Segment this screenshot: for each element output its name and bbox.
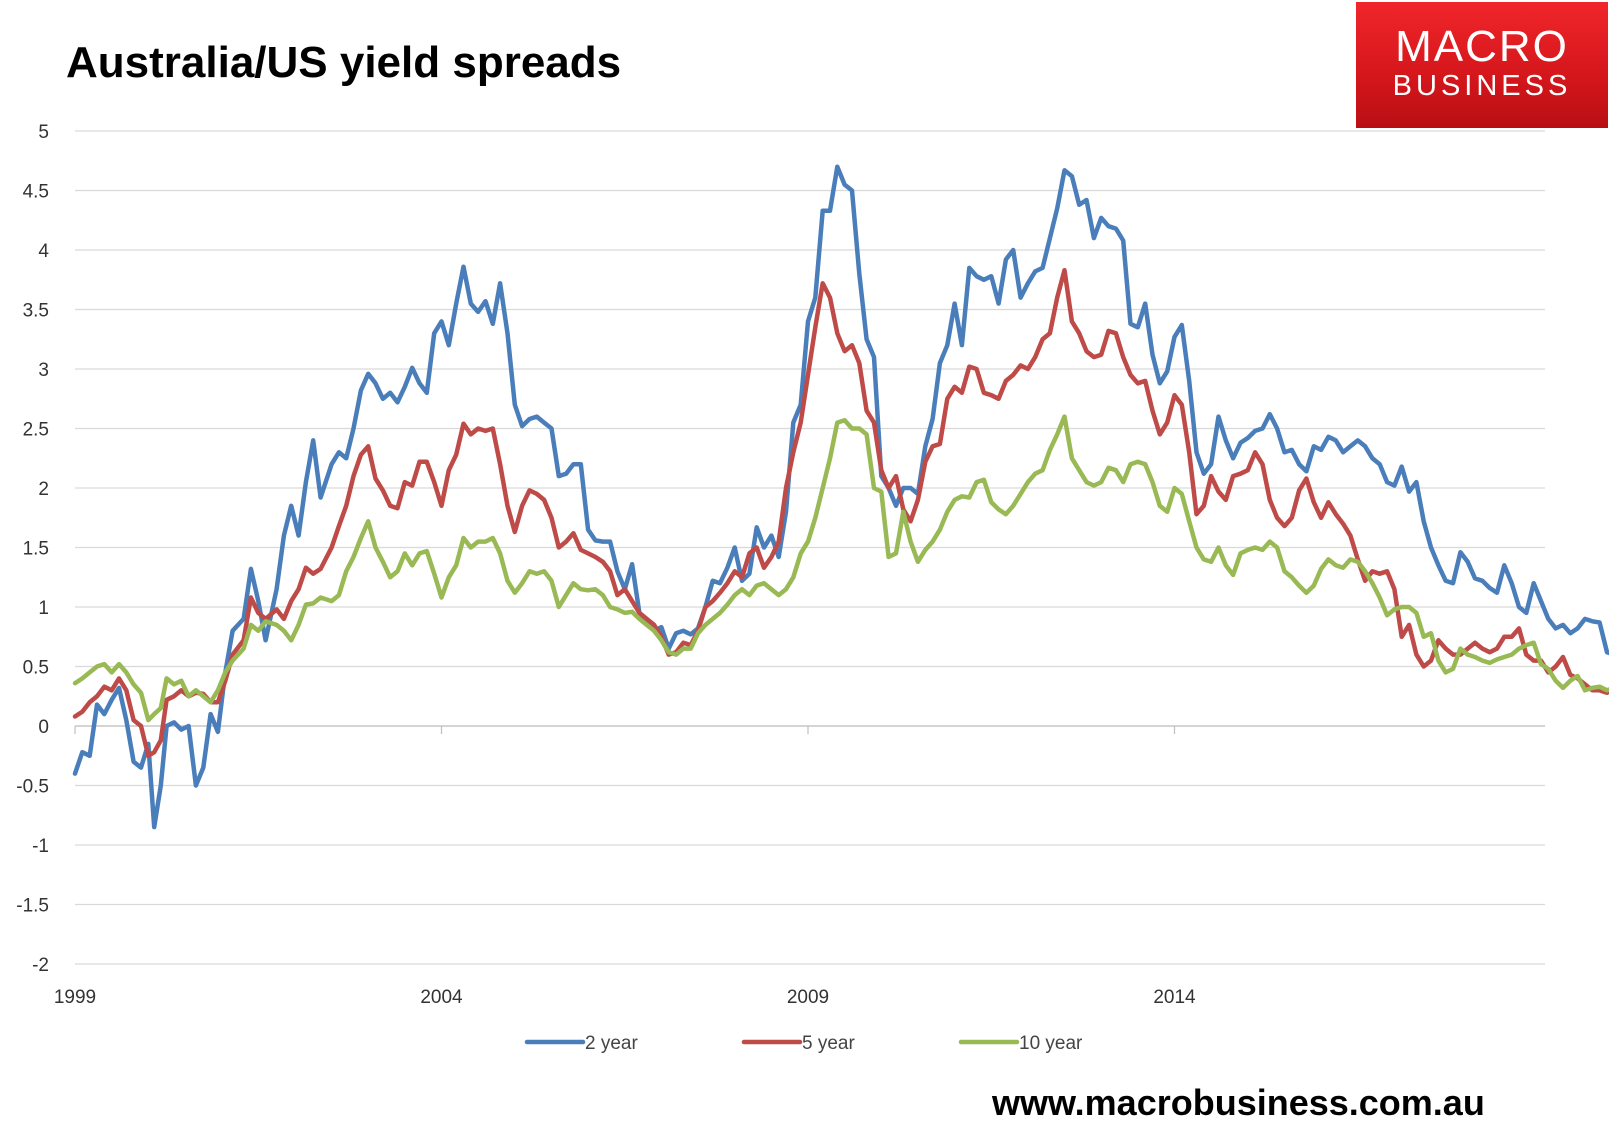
series-lines [72,164,1609,830]
y-tick-label: 4.5 [23,182,49,203]
gridlines [74,130,1545,965]
x-tick-label: 2014 [1153,987,1196,1008]
series-line-2-year [72,164,1609,830]
y-tick-label: 1.5 [23,539,49,560]
x-tick-label: 2009 [787,987,829,1008]
y-tick-label: 2 [38,479,49,500]
y-tick-label: 4 [38,241,49,262]
logo-line-2: BUSINESS [1392,70,1572,102]
series-line-10-year [72,414,1609,723]
y-tick-label: 2.5 [23,420,49,441]
x-tick-label: 1999 [54,987,96,1008]
y-tick-label: 1 [38,598,49,619]
legend-label-2-year: 2 year [585,1033,638,1054]
legend: 2 year 5 year 10 year [524,1033,1083,1054]
y-tick-label: -2 [32,955,49,976]
x-tick-label: 2004 [420,987,463,1008]
chart-title: Australia/US yield spreads [66,38,622,87]
y-tick-label: 0.5 [23,658,49,679]
y-axis-tick-labels: 5 4.5 4 3.5 3 2.5 2 1.5 1 0.5 0 -0.5 -1 -1.5 -2 [16,122,49,976]
y-tick-label: -1.5 [16,896,49,917]
logo-line-1: MACRO [1395,22,1569,71]
macrobusiness-logo: MACRO BUSINESS [1356,2,1608,128]
footer-url: www.macrobusiness.com.au [992,1082,1485,1123]
legend-label-5-year: 5 year [802,1033,855,1054]
x-axis-tick-labels: 1999 2004 2009 2014 [54,987,1196,1008]
y-tick-label: -0.5 [16,777,49,798]
y-tick-label: 5 [38,122,49,143]
y-tick-label: 0 [38,717,49,738]
series-line-5-year [72,267,1609,759]
y-tick-label: 3.5 [23,301,49,322]
legend-label-10-year: 10 year [1019,1033,1083,1054]
y-tick-label: -1 [32,836,49,857]
y-tick-label: 3 [38,360,49,381]
